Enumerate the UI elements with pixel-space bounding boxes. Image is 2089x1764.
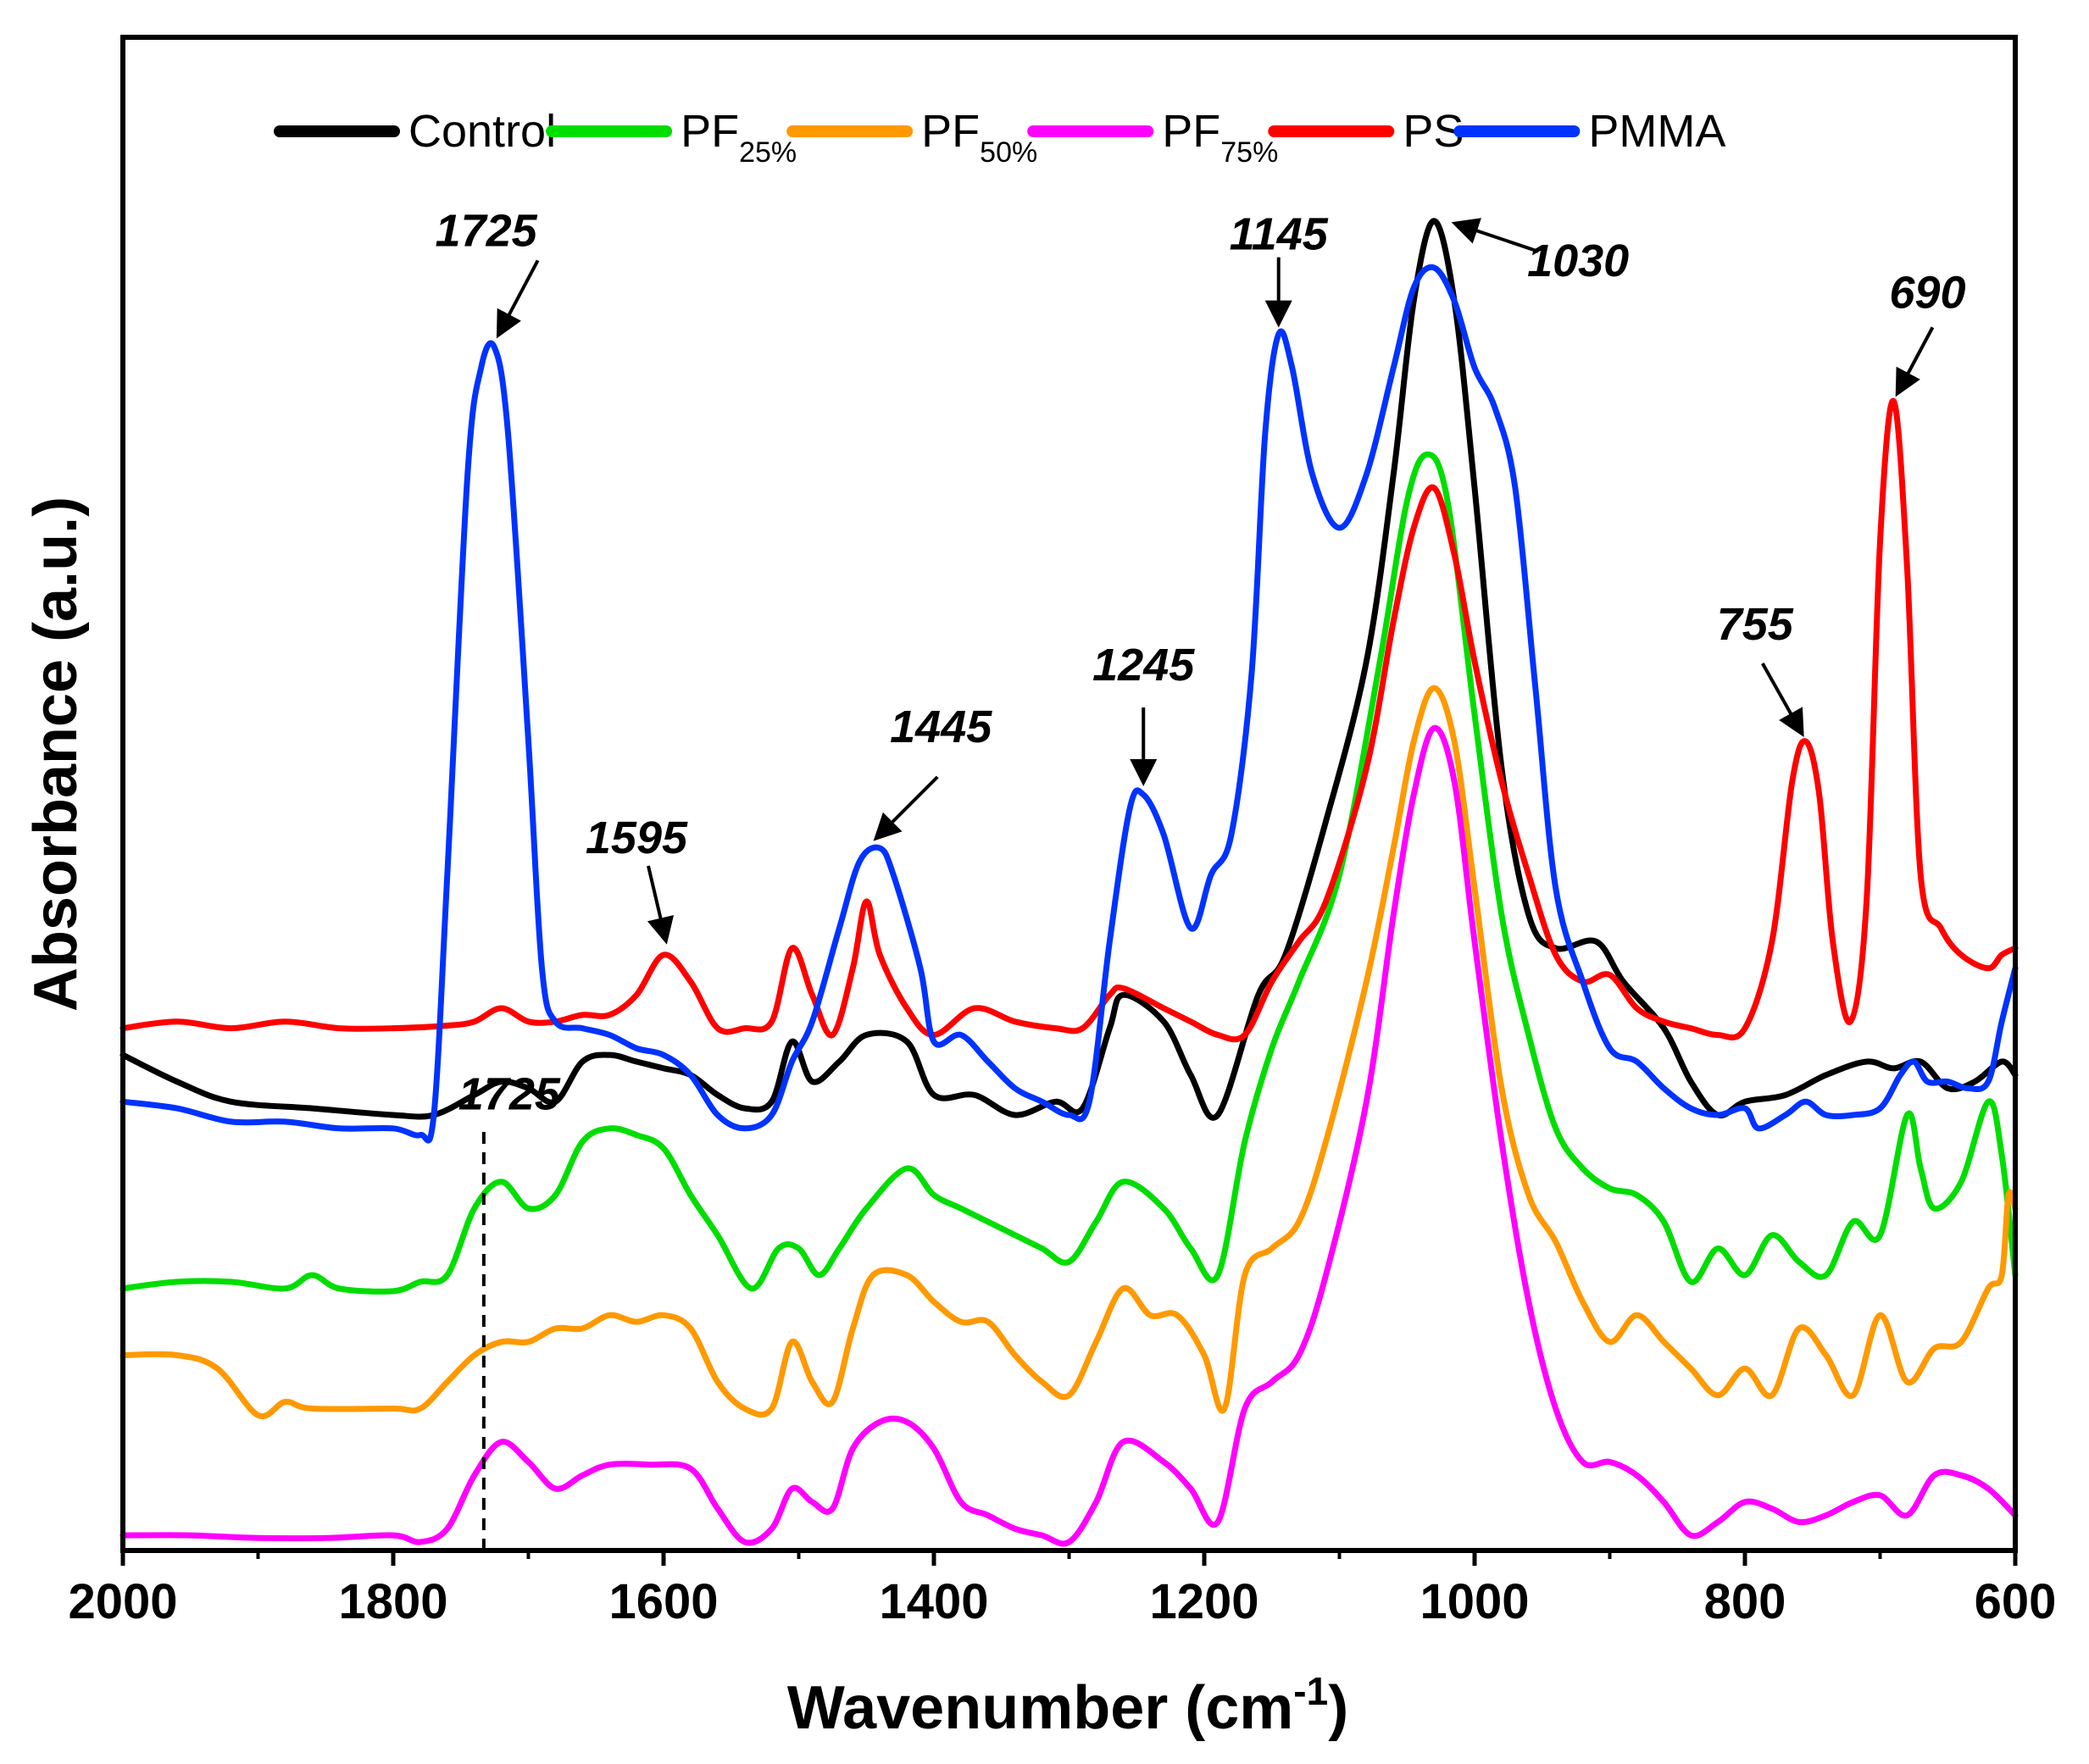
dashed-marker-label: 1725 xyxy=(458,1069,561,1120)
peak-label-690: 690 xyxy=(1889,267,1965,318)
peak-label-1725: 1725 xyxy=(436,205,538,256)
peak-arrow-1445 xyxy=(873,775,939,841)
x-axis-ticks: 2000 1800 1600 1400 1200 1000 800 600 xyxy=(68,1550,2056,1629)
x-tick-label: 1400 xyxy=(879,1574,988,1629)
peak-arrow-1725 xyxy=(496,259,540,339)
y-axis-title: Absorbance (a.u.) xyxy=(22,496,90,1012)
series-line-pf25-pct xyxy=(119,451,2019,1295)
x-tick-label: 1000 xyxy=(1420,1574,1529,1629)
legend-label-pf75-pct: PF75% xyxy=(1162,106,1278,169)
series-line-pmma xyxy=(119,263,2019,1144)
series-line-ps xyxy=(119,397,2019,1043)
peak-label-755: 755 xyxy=(1717,599,1794,650)
peak-arrow-755 xyxy=(1761,663,1804,737)
peak-label-1030: 1030 xyxy=(1527,236,1629,286)
legend-label-pf50-pct: PF50% xyxy=(921,106,1037,169)
peak-label-1595: 1595 xyxy=(586,813,688,863)
peak-arrow-690 xyxy=(1895,326,1935,397)
peak-label-1445: 1445 xyxy=(890,702,992,752)
series-line-pf50-pct xyxy=(119,685,2019,1420)
x-tick-label: 1600 xyxy=(608,1574,718,1629)
legend-label-pf25-pct: PF25% xyxy=(681,106,797,169)
peak-label-1245: 1245 xyxy=(1092,640,1195,691)
x-tick-label: 1200 xyxy=(1149,1574,1258,1629)
x-tick-label: 600 xyxy=(1975,1574,2057,1629)
peak-label-1145: 1145 xyxy=(1230,209,1329,260)
plot-area: 1725 xyxy=(119,218,2019,1550)
series-line-pf75-pct xyxy=(119,724,2019,1547)
legend-label-ps: PS xyxy=(1403,106,1464,157)
peak-arrow-1030 xyxy=(1451,218,1539,253)
x-axis-title: Wavenumber (cm-1) xyxy=(787,1669,1348,1742)
x-tick-label: 2000 xyxy=(68,1574,177,1629)
x-tick-label: 1800 xyxy=(338,1574,447,1629)
legend-label-pmma: PMMA xyxy=(1588,106,1725,157)
peak-arrow-1595 xyxy=(647,865,675,945)
legend: Control PF25% PF50% PF75% PS PMMA xyxy=(274,106,1725,169)
x-tick-label: 800 xyxy=(1704,1574,1786,1629)
peak-annotations: 1725 1595 1445 1245 1145 1030 755 690 xyxy=(436,205,1966,945)
legend-label-control: Control xyxy=(408,106,556,157)
series-line-control xyxy=(119,218,2019,1121)
plot-frame xyxy=(120,35,2018,1553)
